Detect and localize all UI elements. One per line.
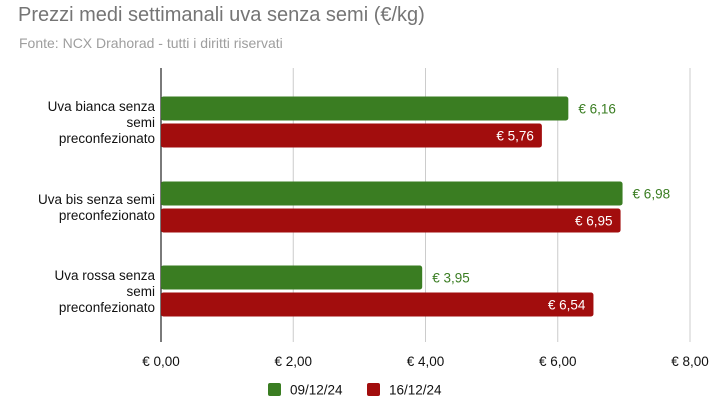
x-tick-label: € 4,00 <box>407 354 445 369</box>
legend-label: 16/12/24 <box>389 383 442 398</box>
bar <box>161 265 423 290</box>
legend-label: 09/12/24 <box>290 383 343 398</box>
chart-title: Prezzi medi settimanali uva senza semi (… <box>18 4 425 26</box>
x-tick-label: € 2,00 <box>274 354 312 369</box>
x-tick-label: € 8,00 <box>671 354 709 369</box>
bar <box>161 292 594 317</box>
bar <box>161 96 569 121</box>
bar <box>161 208 621 233</box>
bar-value-label: € 6,54 <box>548 298 586 313</box>
bar-value-label: € 6,95 <box>575 214 613 229</box>
bar-value-label: € 3,95 <box>432 271 470 286</box>
bar <box>161 181 623 206</box>
bar-value-label: € 6,98 <box>633 187 671 202</box>
category-label: Uva bianca senza semi preconfezionato <box>48 99 156 146</box>
bar-value-label: € 6,16 <box>578 102 616 117</box>
category-label: Uva rossa senza semi preconfezionato <box>54 268 155 315</box>
x-tick-label: € 0,00 <box>142 354 180 369</box>
legend-swatch <box>367 383 380 396</box>
x-axis-ticks: € 0,00 € 2,00 € 4,00 € 6,00 € 8,00 <box>142 354 709 369</box>
category-labels: Uva bianca senza semi preconfezionato Uva b… <box>38 99 156 315</box>
x-tick-label: € 6,00 <box>539 354 577 369</box>
legend-swatch <box>268 383 281 396</box>
bar <box>161 123 542 148</box>
bar-labels: € 6,16 € 5,76 € 6,98 € 6,95 € 3,95 € 6,54 <box>432 102 670 313</box>
chart-subtitle: Fonte: NCX Drahorad - tutti i diritti ri… <box>19 35 283 51</box>
category-label: Uva bis senza semi preconfezionato <box>38 192 155 223</box>
legend: 09/12/24 16/12/24 <box>268 383 442 398</box>
bar-value-label: € 5,76 <box>496 129 534 144</box>
bars <box>161 96 623 317</box>
